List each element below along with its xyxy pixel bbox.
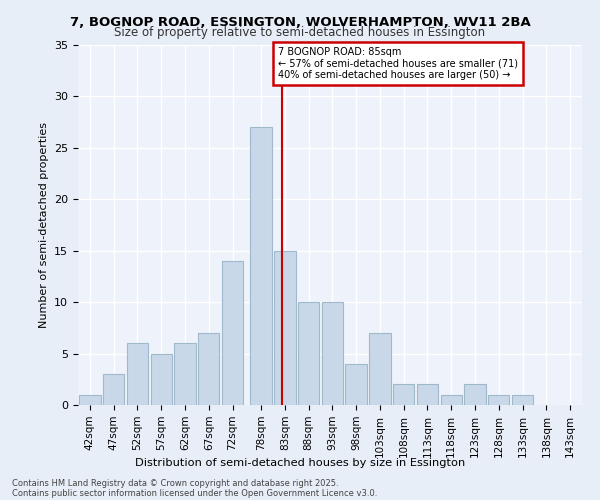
Bar [274,250,296,405]
Text: 7, BOGNOP ROAD, ESSINGTON, WOLVERHAMPTON, WV11 2BA: 7, BOGNOP ROAD, ESSINGTON, WOLVERHAMPTON… [70,16,530,29]
Bar [103,374,124,405]
Bar [174,344,196,405]
Bar [393,384,415,405]
Bar [322,302,343,405]
Text: Size of property relative to semi-detached houses in Essington: Size of property relative to semi-detach… [115,26,485,39]
Bar [298,302,319,405]
Bar [151,354,172,405]
Bar [79,394,101,405]
Bar [222,261,243,405]
Bar [440,394,462,405]
Bar [417,384,438,405]
Bar [488,394,509,405]
Text: 7 BOGNOP ROAD: 85sqm
← 57% of semi-detached houses are smaller (71)
40% of semi-: 7 BOGNOP ROAD: 85sqm ← 57% of semi-detac… [278,47,518,80]
Y-axis label: Number of semi-detached properties: Number of semi-detached properties [38,122,49,328]
Bar [346,364,367,405]
Bar [127,344,148,405]
Text: Distribution of semi-detached houses by size in Essington: Distribution of semi-detached houses by … [135,458,465,468]
Bar [512,394,533,405]
Bar [369,333,391,405]
Bar [198,333,220,405]
Bar [250,128,272,405]
Bar [464,384,486,405]
Text: Contains HM Land Registry data © Crown copyright and database right 2025.
Contai: Contains HM Land Registry data © Crown c… [12,478,377,498]
